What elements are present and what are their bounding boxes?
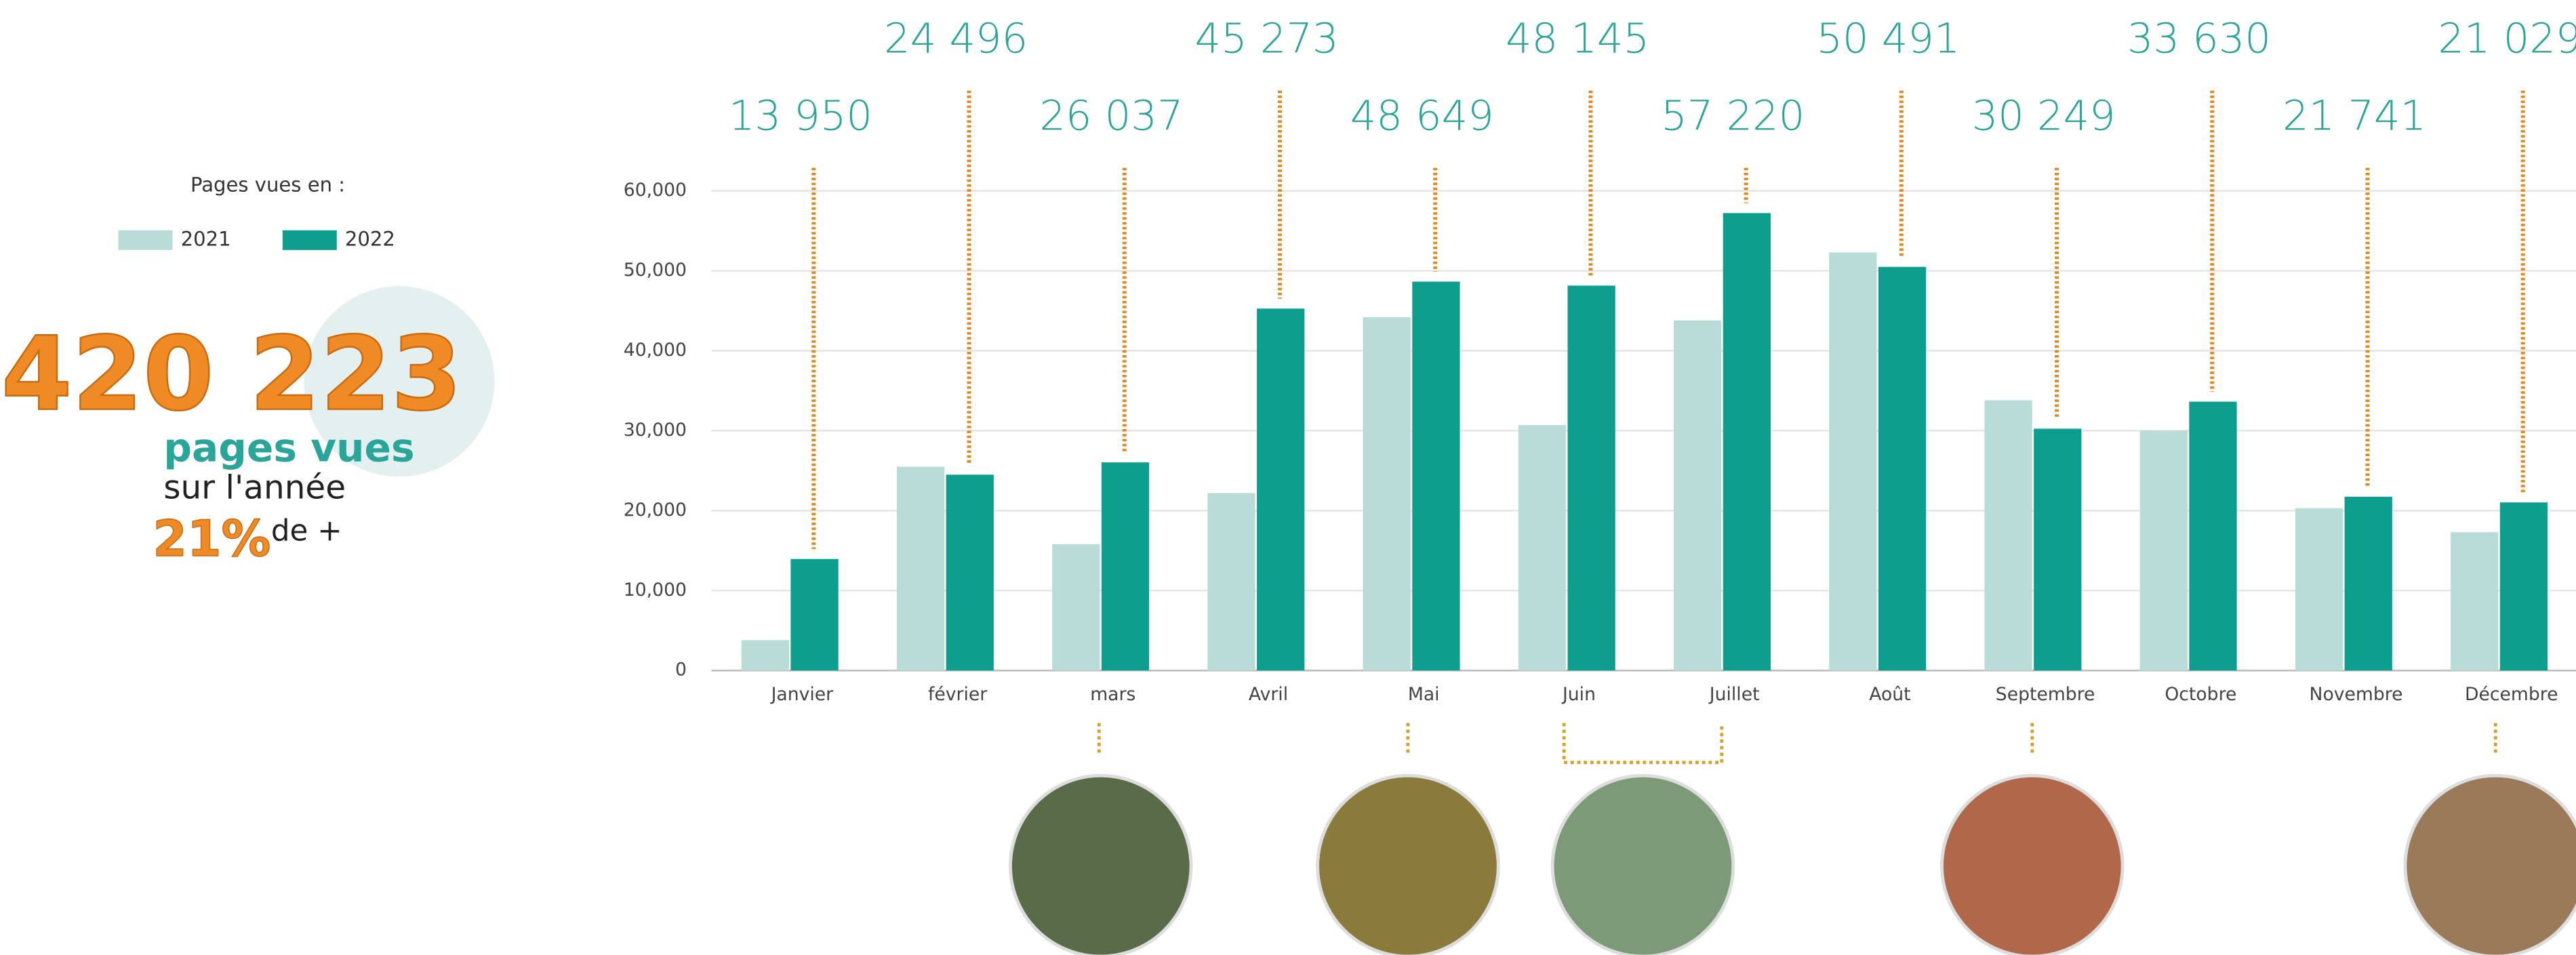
bar [1257,308,1304,670]
bar [1363,317,1411,670]
x-tick-label: Avril [1249,684,1288,705]
y-tick-label: 50,000 [624,260,687,281]
total-caption: pages vues [163,425,414,471]
bar [1674,321,1721,671]
y-tick-label: 10,000 [624,580,687,601]
photo-castle [1942,775,2123,955]
photo-market [2405,775,2576,955]
x-tick-label: février [928,684,987,705]
bar [1412,281,1460,670]
bar [1829,252,1876,670]
value-label: 13 950 [729,92,872,140]
bar [2189,402,2236,671]
bar [1723,213,1771,670]
value-label: 26 037 [1039,92,1183,140]
infographic: Pages vues en : 2021 2022 420 223 pages v… [0,0,2576,955]
bar [1984,401,2032,671]
photo-knight [1318,775,1499,955]
growth: 21% [153,511,270,568]
value-label: 33 630 [2127,16,2271,63]
total: 420 223 [1,316,462,434]
bar [1052,544,1100,670]
value-label: 50 491 [1816,16,1960,63]
photo-carnival [1010,775,1191,955]
growth-caption: de + [271,514,342,548]
value-label: 21 029 [2438,16,2576,63]
value-label: 48 145 [1506,16,1649,63]
x-tick-label: Décembre [2465,684,2558,705]
bar [1567,285,1615,670]
bar [1102,462,1149,670]
bar [790,559,838,671]
bar [1878,267,1926,671]
bar [1518,425,1566,670]
x-tick-label: Mai [1408,684,1440,705]
x-tick-label: Novembre [2310,684,2403,705]
bar [2500,502,2548,670]
bar [1207,493,1255,670]
bar [897,467,944,671]
value-label: 24 496 [884,16,1028,63]
bar [742,640,789,670]
value-label: 30 249 [1972,92,2116,140]
bar [2451,532,2498,670]
value-label: 45 273 [1195,16,1339,63]
x-tick-label: Août [1869,684,1910,705]
bar [2295,508,2343,670]
legend-swatch [118,230,172,250]
bar [2034,428,2081,670]
legend-label: 2021 [181,227,231,250]
value-label: 48 649 [1350,92,1494,140]
y-tick-label: 40,000 [624,340,687,361]
y-tick-label: 20,000 [624,500,687,521]
bar [2345,497,2392,670]
legend-swatch [283,230,337,250]
photo-river [1552,775,1733,955]
bar [2140,430,2188,670]
value-label: 21 741 [2282,92,2426,140]
x-tick-label: Juin [1561,684,1596,705]
legend-title: Pages vues en : [190,173,345,196]
y-tick-label: 0 [675,659,687,680]
value-label: 57 220 [1661,92,1805,140]
total-period: sur l'année [163,469,346,507]
x-tick-label: Septembre [1996,684,2095,705]
bar [946,474,994,670]
legend-label: 2022 [345,227,395,250]
x-tick-label: Juillet [1708,684,1760,705]
x-tick-label: Janvier [770,684,834,705]
y-tick-label: 30,000 [624,420,687,441]
x-tick-label: mars [1090,684,1135,705]
x-tick-label: Octobre [2165,684,2236,705]
y-tick-label: 60,000 [624,180,687,201]
